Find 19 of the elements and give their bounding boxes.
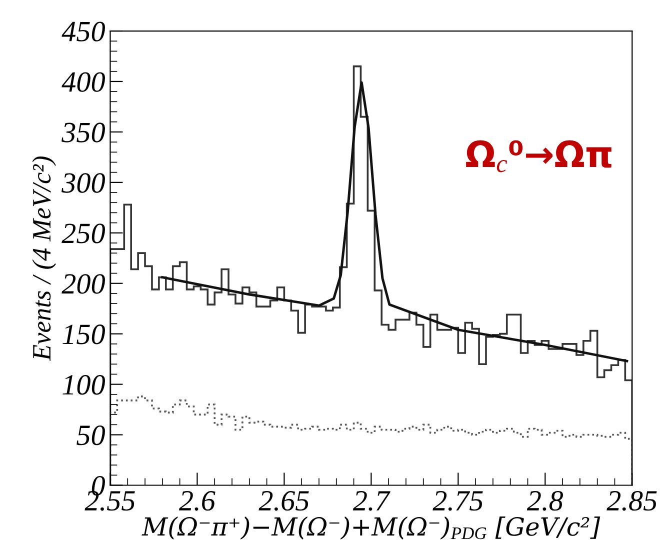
x-axis-title: M(Ω⁻π⁺)−M(Ω⁻)+M(Ω⁻)$_{PDG}$ [GeV/c²]	[142, 516, 600, 540]
y-tick-label: 150	[62, 324, 105, 344]
x-tick-label: 2.75	[432, 491, 483, 511]
x-tick-label: 2.7	[352, 491, 390, 511]
y-axis-title: Events / (4 MeV/c²)	[32, 156, 56, 361]
x-tick-label: 2.6	[178, 491, 216, 511]
y-tick-label: 50	[76, 426, 105, 446]
y-tick-label: 300	[62, 173, 105, 193]
y-tick-label: 250	[62, 224, 105, 244]
y-tick-label: 400	[62, 72, 105, 92]
line-series	[161, 81, 628, 362]
x-tick-label: 2.65	[258, 491, 309, 511]
y-tick-label: 100	[62, 375, 105, 395]
x-tick-label: 2.8	[526, 490, 564, 511]
annotation: Ω$_{c}$⁰→Ωπ	[466, 140, 612, 172]
x-tick-label: 2.85	[606, 490, 657, 511]
y-tick-label: 450	[62, 22, 105, 42]
y-tick-label: 200	[62, 274, 105, 294]
y-tick-label: 350	[62, 122, 105, 142]
